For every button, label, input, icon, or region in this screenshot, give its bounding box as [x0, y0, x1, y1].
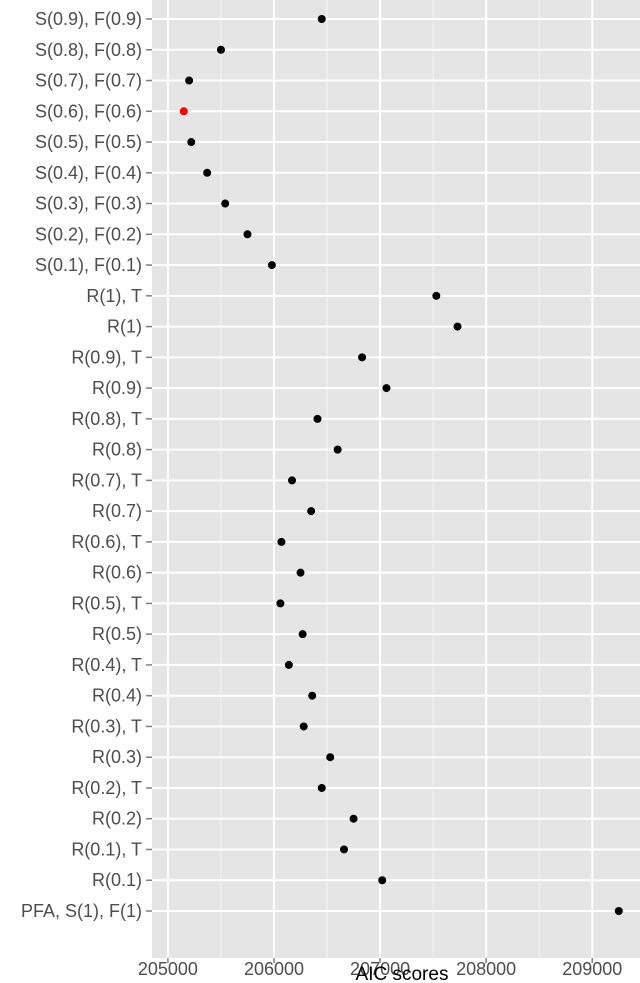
data-point	[308, 691, 317, 700]
data-point	[614, 907, 623, 915]
y-tick-label: R(0.7)	[92, 501, 142, 521]
y-tick-label: R(0.4)	[92, 686, 142, 706]
y-tick-label: R(0.1), T	[71, 839, 142, 859]
x-tick-label: 206000	[244, 959, 304, 979]
y-tick-label: S(0.5), F(0.5)	[35, 132, 142, 152]
y-tick-label: S(0.1), F(0.1)	[35, 255, 142, 275]
y-tick-label: R(0.9), T	[71, 347, 142, 367]
data-point	[317, 783, 326, 792]
data-point	[378, 876, 387, 885]
y-tick-label: R(0.9)	[92, 378, 142, 398]
data-point	[299, 722, 308, 731]
data-point	[267, 261, 276, 270]
data-point	[432, 291, 441, 300]
y-tick-label: R(0.6)	[92, 563, 142, 583]
y-tick-label: PFA, S(1), F(1)	[21, 901, 142, 921]
x-tick-label: 208000	[456, 959, 516, 979]
data-point	[221, 199, 230, 208]
data-point	[276, 599, 285, 608]
data-point	[216, 45, 225, 54]
data-point	[185, 76, 194, 85]
data-point	[382, 384, 391, 393]
data-point	[317, 15, 326, 23]
data-point	[187, 138, 196, 147]
y-tick-label: S(0.6), F(0.6)	[35, 101, 142, 121]
x-tick-label: 207000	[350, 959, 410, 979]
data-point	[358, 353, 367, 362]
x-tick-label: 205000	[138, 959, 198, 979]
y-tick-label: R(0.7), T	[71, 470, 142, 490]
data-point	[326, 753, 335, 762]
data-point	[288, 476, 297, 485]
y-tick-label: R(0.1)	[92, 870, 142, 890]
y-tick-label: R(1)	[107, 317, 142, 337]
data-point	[243, 230, 252, 239]
y-tick-label: R(0.5), T	[71, 593, 142, 613]
x-axis: 205000 206000 207000 208000 209000	[138, 958, 622, 979]
data-point	[284, 660, 293, 669]
data-point	[307, 507, 316, 516]
y-tick-label: R(0.4), T	[71, 655, 142, 675]
data-point	[296, 568, 305, 577]
data-point	[453, 322, 462, 331]
y-tick-label: R(0.2)	[92, 809, 142, 829]
y-tick-label: R(0.6), T	[71, 532, 142, 552]
y-tick-label: S(0.3), F(0.3)	[35, 194, 142, 214]
x-tick-label: 209000	[562, 959, 622, 979]
data-point	[313, 414, 322, 423]
x-axis-title: AIC scores	[356, 964, 449, 983]
horizontal-grid	[152, 18, 640, 912]
y-tick-label: R(0.3), T	[71, 716, 142, 736]
data-point	[333, 445, 342, 454]
y-tick-label: R(0.3)	[92, 747, 142, 767]
vertical-grid	[166, 0, 594, 958]
data-point	[298, 630, 307, 639]
y-tick-label: S(0.8), F(0.8)	[35, 40, 142, 60]
y-tick-label: R(0.8), T	[71, 409, 142, 429]
data-point	[277, 537, 286, 546]
y-tick-label: R(1), T	[86, 286, 142, 306]
y-tick-label: S(0.9), F(0.9)	[35, 9, 142, 29]
data-point-highlighted	[179, 107, 188, 116]
data-point	[349, 814, 358, 823]
y-tick-label: R(0.8)	[92, 440, 142, 460]
data-point	[340, 845, 349, 854]
y-tick-label: R(0.2), T	[71, 778, 142, 798]
plot-panel	[152, 0, 640, 958]
y-tick-label: S(0.2), F(0.2)	[35, 224, 142, 244]
y-axis: S(0.9), F(0.9) S(0.8), F(0.8) S(0.7), F(0.…	[21, 9, 152, 921]
y-tick-label: S(0.4), F(0.4)	[35, 163, 142, 183]
y-tick-label: S(0.7), F(0.7)	[35, 71, 142, 91]
data-points	[179, 15, 623, 915]
y-tick-label: R(0.5)	[92, 624, 142, 644]
data-point	[203, 168, 212, 177]
